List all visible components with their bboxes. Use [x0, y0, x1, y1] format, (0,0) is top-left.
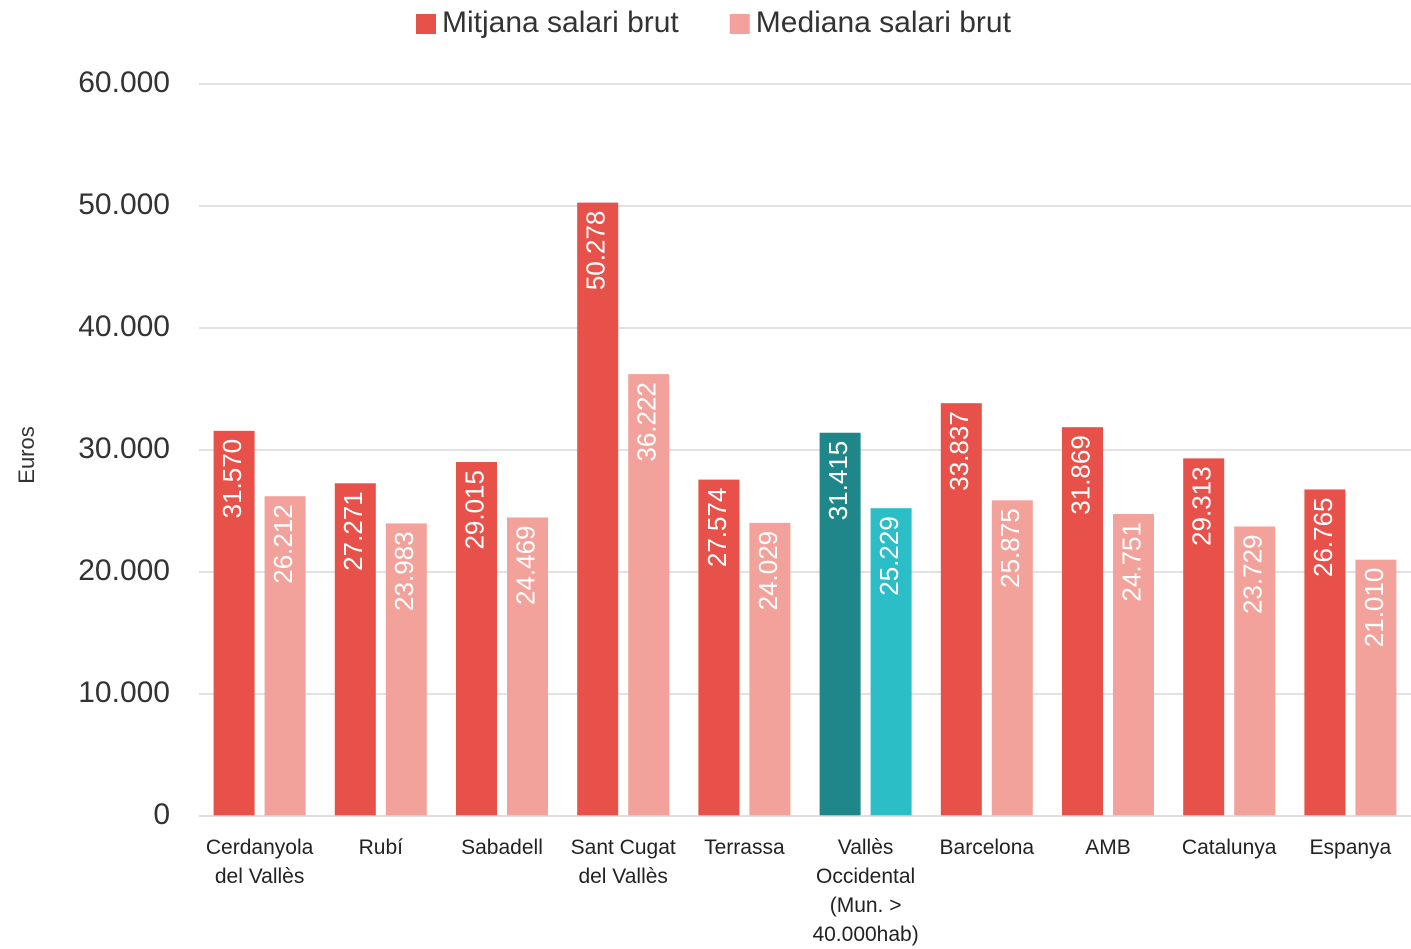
value-label: 50.278	[581, 211, 611, 291]
bar	[1234, 526, 1276, 816]
value-label: 31.415	[823, 441, 853, 521]
bar	[1062, 427, 1103, 816]
y-tick-label: 50.000	[78, 188, 170, 221]
value-label: 29.313	[1187, 466, 1217, 546]
value-label: 36.222	[632, 382, 662, 462]
bar	[577, 202, 619, 816]
bar	[940, 403, 982, 816]
value-label: 23.983	[389, 531, 419, 611]
x-tick-label: Terrassa	[704, 836, 785, 859]
value-label: 26.765	[1308, 497, 1338, 577]
bar	[385, 523, 427, 816]
value-label: 24.029	[753, 531, 783, 611]
x-tick-label: Rubí	[358, 836, 403, 859]
y-tick-label: 20.000	[78, 554, 170, 587]
bar	[507, 517, 548, 816]
x-tick-label: Sabadell	[461, 836, 543, 859]
value-label: 31.869	[1065, 435, 1095, 515]
value-label: 21.010	[1359, 568, 1389, 648]
value-label: 25.229	[874, 516, 904, 596]
bar	[698, 479, 740, 816]
bar	[456, 462, 497, 816]
value-label: 27.574	[702, 488, 732, 568]
legend-label: Mediana salari brut	[756, 6, 1012, 39]
y-tick-label: 60.000	[78, 66, 170, 99]
value-label: 31.570	[217, 439, 247, 519]
y-tick-label: 10.000	[78, 676, 170, 709]
bar	[749, 522, 791, 816]
value-label: 25.875	[995, 508, 1025, 588]
legend-swatch	[416, 14, 436, 34]
x-tick-label: Espanya	[1309, 836, 1392, 859]
x-tick-label: Sant Cugat del Vallès	[570, 836, 676, 888]
x-tick-label: Catalunya	[1181, 836, 1277, 859]
bar	[1355, 559, 1397, 816]
value-label: 23.729	[1238, 535, 1268, 615]
bar	[991, 500, 1033, 816]
bar	[819, 432, 861, 816]
legend-label: Mitjana salari brut	[442, 6, 679, 39]
value-label: 33.837	[944, 411, 974, 491]
x-tick-label: AMB	[1085, 836, 1131, 859]
legend-swatch	[729, 14, 750, 34]
bar	[1113, 514, 1154, 816]
value-label: 29.015	[459, 470, 489, 550]
y-tick-label: 40.000	[78, 310, 170, 343]
bar	[264, 496, 306, 816]
bar	[213, 430, 255, 816]
value-label: 24.469	[510, 525, 540, 605]
y-tick-label: 0	[153, 798, 170, 831]
value-label: 24.751	[1116, 522, 1146, 602]
x-tick-label: Vallès Occidental (Mun. > 40.000hab)	[812, 836, 919, 946]
bar	[1304, 489, 1346, 816]
x-tick-label: Cerdanyola del Vallès	[205, 836, 314, 888]
value-label: 27.271	[338, 491, 368, 571]
bar	[1183, 458, 1225, 816]
bar	[334, 483, 376, 816]
x-tick-label: Barcelona	[939, 836, 1035, 859]
bar	[628, 374, 670, 816]
y-tick-label: 30.000	[78, 432, 170, 465]
bar	[870, 508, 912, 816]
y-axis-label: Euros	[14, 426, 39, 483]
value-label: 26.212	[268, 504, 298, 584]
